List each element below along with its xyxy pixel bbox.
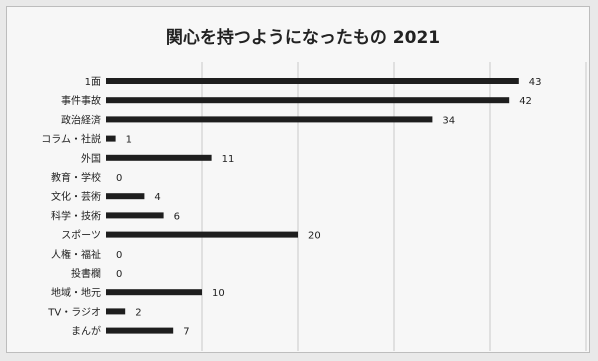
value-label: 6 <box>174 211 180 222</box>
category-label: 投書欄 <box>71 267 101 280</box>
value-label: 4 <box>154 192 160 203</box>
bar-0 <box>106 78 519 84</box>
category-label: 人権・福祉 <box>51 248 101 261</box>
bar-8 <box>106 231 298 238</box>
bar-13 <box>106 327 174 334</box>
category-label: まんが <box>71 325 101 338</box>
bar-7 <box>106 212 164 219</box>
value-label: 11 <box>222 154 235 165</box>
category-label: 事件事故 <box>61 94 101 107</box>
value-label: 0 <box>116 269 122 280</box>
chart-frame: 関心を持つようになったもの 2021 1面事件事故政治経済コラム・社説外国教育・… <box>6 6 590 353</box>
value-label: 7 <box>183 327 189 338</box>
value-label: 20 <box>308 231 321 242</box>
category-label: スポーツ <box>61 230 101 242</box>
category-label: 政治経済 <box>61 113 101 126</box>
category-label: 文化・芸術 <box>51 190 101 203</box>
category-label: 1面 <box>85 77 101 88</box>
value-label: 0 <box>116 250 122 261</box>
bar-2 <box>106 116 433 123</box>
bar-1 <box>106 97 510 104</box>
value-label: 0 <box>116 173 122 184</box>
category-label: 外国 <box>81 153 101 165</box>
value-label: 42 <box>519 96 532 107</box>
category-label: 科学・技術 <box>51 209 101 222</box>
value-label: 43 <box>529 77 542 88</box>
bar-4 <box>106 154 212 161</box>
gridlines <box>201 62 587 351</box>
value-label: 34 <box>442 115 455 126</box>
bar-6 <box>106 193 145 200</box>
bar-chart: 関心を持つようになったもの 2021 1面事件事故政治経済コラム・社説外国教育・… <box>41 27 587 351</box>
category-label: 地域・地元 <box>51 286 101 299</box>
value-label: 1 <box>126 135 132 146</box>
bar-3 <box>106 135 116 142</box>
bar-12 <box>106 308 126 315</box>
chart-title: 関心を持つようになったもの 2021 <box>166 27 440 48</box>
category-labels: 1面事件事故政治経済コラム・社説外国教育・学校文化・芸術科学・技術スポーツ人権・… <box>41 77 101 338</box>
value-label: 10 <box>212 288 225 299</box>
bars <box>106 78 519 334</box>
bar-11 <box>106 289 202 296</box>
category-label: TV・ラジオ <box>47 306 101 318</box>
category-label: 教育・学校 <box>51 171 101 184</box>
value-label: 2 <box>135 307 141 318</box>
category-label: コラム・社説 <box>41 133 101 146</box>
